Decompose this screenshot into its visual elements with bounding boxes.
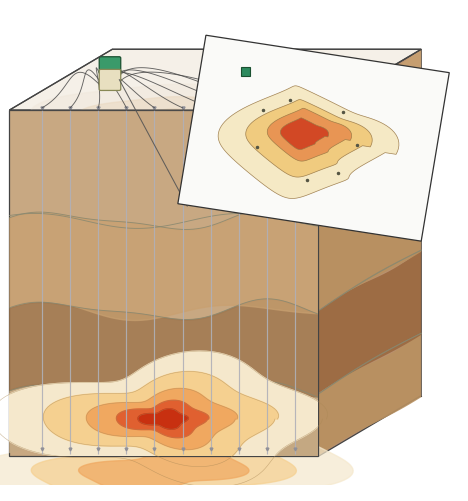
Polygon shape (318, 49, 421, 456)
Polygon shape (44, 371, 278, 466)
Polygon shape (31, 437, 296, 501)
Polygon shape (76, 97, 257, 153)
Polygon shape (117, 400, 209, 438)
Polygon shape (178, 35, 449, 241)
Polygon shape (87, 388, 237, 449)
Polygon shape (122, 109, 213, 137)
Polygon shape (9, 49, 421, 110)
Polygon shape (318, 49, 421, 220)
Polygon shape (267, 108, 351, 161)
Polygon shape (30, 84, 302, 169)
Polygon shape (318, 333, 421, 455)
Polygon shape (0, 423, 353, 501)
Polygon shape (318, 250, 421, 393)
Bar (241, 67, 250, 76)
FancyBboxPatch shape (99, 57, 121, 74)
FancyBboxPatch shape (99, 69, 121, 91)
Polygon shape (0, 351, 328, 487)
Polygon shape (9, 110, 318, 456)
Polygon shape (79, 449, 249, 492)
Polygon shape (318, 160, 421, 310)
Polygon shape (246, 100, 372, 177)
Polygon shape (280, 118, 329, 150)
Polygon shape (138, 409, 188, 429)
Polygon shape (218, 86, 399, 198)
